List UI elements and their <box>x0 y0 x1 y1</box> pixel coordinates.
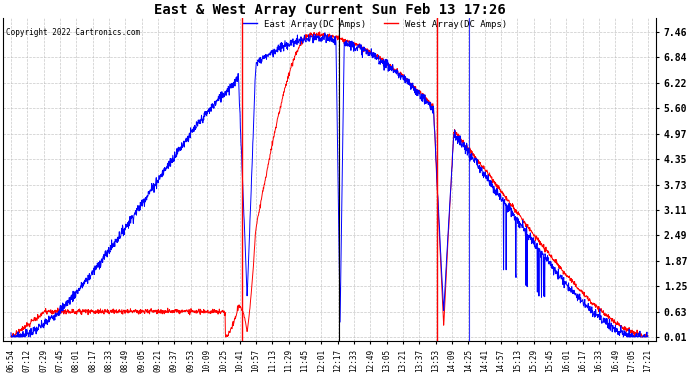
Text: Copyright 2022 Cartronics.com: Copyright 2022 Cartronics.com <box>6 28 140 37</box>
Title: East & West Array Current Sun Feb 13 17:26: East & West Array Current Sun Feb 13 17:… <box>154 3 505 17</box>
Legend: East Array(DC Amps), West Array(DC Amps): East Array(DC Amps), West Array(DC Amps) <box>239 16 511 32</box>
